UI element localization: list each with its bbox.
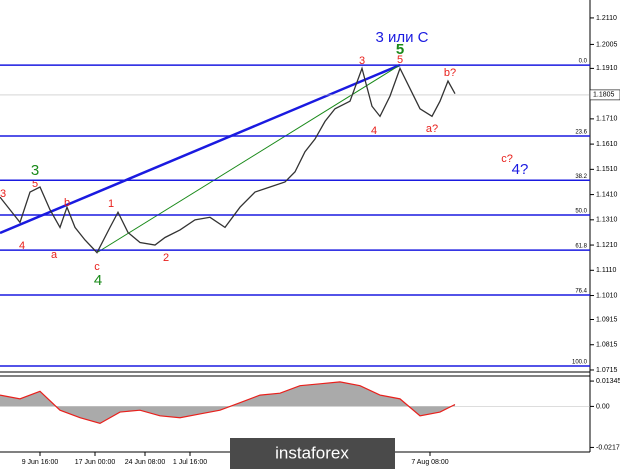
y-tick-label: 0.00 [596, 403, 610, 410]
y-tick-label: 1.1710 [596, 116, 618, 123]
annotation: c? [501, 153, 513, 165]
annotation: 5 [396, 41, 404, 58]
trend-line [0, 63, 401, 235]
watermark-box [230, 438, 395, 469]
annotation: 1 [108, 198, 114, 210]
y-tick-label: 1.0815 [596, 342, 618, 349]
y-tick-label: 1.1910 [596, 65, 618, 72]
annotation: 5 [397, 54, 403, 66]
annotation: 4? [512, 161, 529, 178]
price-line [0, 381, 456, 425]
annotation: b? [444, 67, 456, 79]
fib-label: 61.8 [575, 244, 587, 250]
x-tick-label: 7 Aug 08:00 [411, 459, 448, 466]
x-tick-label: 17 Jun 00:00 [75, 459, 116, 466]
x-tick-label: 24 Jun 08:00 [125, 459, 166, 466]
x-tick-label: 9 Jun 16:00 [22, 459, 59, 466]
y-tick-label: 1.2110 [596, 15, 617, 22]
y-tick-label: -0.02177 [596, 444, 620, 451]
fib-label: 76.4 [575, 289, 587, 295]
y-tick-label: 0.01345 [596, 378, 620, 385]
y-tick-label: 1.0715 [596, 367, 618, 374]
annotation: 4 [19, 240, 25, 252]
fib-label: 0.0 [579, 59, 588, 65]
y-tick-label: 1.1310 [596, 217, 618, 224]
current-price-label: 1.1805 [593, 92, 615, 99]
annotation: 4 [94, 272, 102, 289]
current-price-box [589, 89, 620, 101]
trend-line [97, 64, 401, 253]
y-tick-label: 1.1010 [596, 292, 618, 299]
fib-label: 23.6 [575, 130, 587, 136]
annotation: 3 [0, 188, 6, 200]
y-tick-label: 1.2005 [596, 41, 618, 48]
annotation: 3 [31, 162, 39, 179]
y-tick-label: 1.1510 [596, 166, 618, 173]
y-tick-label: 1.1110 [596, 267, 616, 274]
annotation: a [51, 249, 58, 261]
y-tick-label: 1.1410 [596, 191, 618, 198]
x-tick-label: 1 Jul 16:00 [173, 459, 207, 466]
annotation: 4 [371, 125, 377, 137]
watermark: instaforex [275, 443, 349, 462]
y-tick-label: 1.0915 [596, 316, 618, 323]
annotation: b [64, 197, 70, 209]
fib-label: 100.0 [572, 360, 588, 366]
y-tick-label: 1.1210 [596, 242, 618, 249]
y-tick-label: 1.1610 [596, 141, 618, 148]
fib-label: 38.2 [575, 174, 587, 180]
annotation: a? [426, 123, 438, 135]
fib-label: 50.0 [575, 209, 587, 215]
annotation: 3 [359, 55, 365, 67]
price-line [0, 66, 456, 254]
annotation: 2 [163, 252, 169, 264]
annotation: c [94, 261, 100, 273]
indicator-area [0, 381, 455, 424]
annotation: 5 [32, 178, 38, 190]
annotation: 3 или C [375, 29, 428, 46]
